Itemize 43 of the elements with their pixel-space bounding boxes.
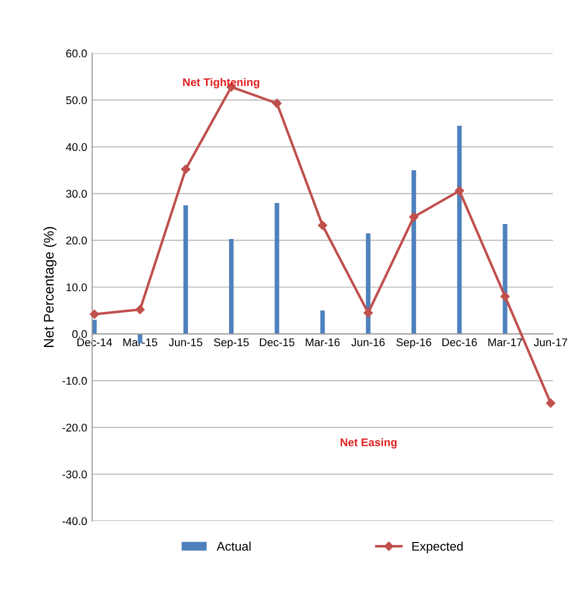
- point: [135, 304, 145, 314]
- y-tick-label: 10.0: [66, 283, 87, 292]
- x-tick-label: Mar-17: [488, 338, 522, 346]
- y-axis-title: Net Percentage (%): [43, 226, 56, 347]
- x-tick-label: Sep-16: [396, 338, 432, 348]
- x-tick-label: Jun-16: [351, 338, 385, 346]
- y-tick-label: 60.0: [66, 50, 87, 58]
- x-tick-label: Mar-16: [306, 338, 340, 346]
- y-tick-label: -20.0: [62, 424, 87, 432]
- bar: [229, 238, 234, 334]
- point: [364, 308, 373, 318]
- x-tick-label: Sep-15: [214, 338, 249, 348]
- legend-label: Expected: [412, 542, 463, 554]
- annotation: Net Easing: [340, 438, 397, 448]
- y-tick-label: -30.0: [62, 470, 87, 478]
- point: [318, 220, 328, 230]
- point: [90, 310, 100, 319]
- point: [181, 164, 190, 174]
- point: [272, 98, 282, 108]
- bar: [412, 170, 416, 334]
- point: [454, 186, 464, 196]
- bar: [320, 310, 325, 334]
- y-tick-label: 0.0: [72, 330, 87, 338]
- point: [546, 398, 556, 408]
- y-tick-label: -40.0: [62, 517, 87, 526]
- legend-label: Actual: [216, 542, 251, 551]
- point: [500, 292, 510, 302]
- y-tick-label: 30.0: [66, 190, 87, 198]
- bar: [274, 202, 280, 334]
- bar: [502, 224, 508, 334]
- point: [409, 212, 418, 222]
- x-tick-label: Dec-15: [260, 338, 294, 346]
- x-tick-label: Dec-14: [77, 338, 112, 346]
- y-tick-label: -10.0: [62, 376, 87, 385]
- bar: [183, 205, 188, 334]
- y-tick-label: 40.0: [66, 143, 87, 151]
- x-tick-label: Jun-15: [168, 338, 202, 346]
- y-tick-label: 20.0: [66, 236, 87, 244]
- annotation: Net Tightening: [183, 78, 260, 88]
- x-tick-label: Jun-17: [534, 338, 568, 346]
- bar: [457, 126, 462, 334]
- x-tick-label: Dec-16: [442, 338, 477, 346]
- y-tick-label: 50.0: [66, 96, 87, 104]
